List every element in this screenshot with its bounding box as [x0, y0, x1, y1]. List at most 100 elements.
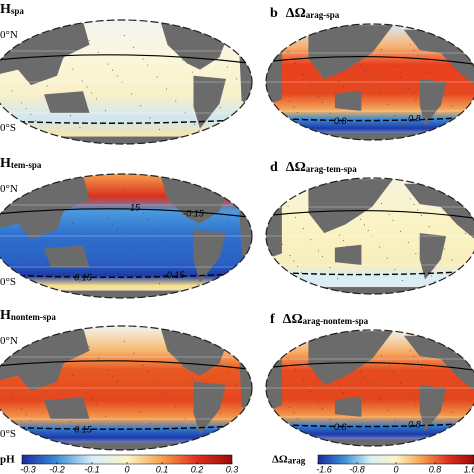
colorbar-tick-label: -0.2 [49, 464, 65, 474]
latitude-label: 0°S [0, 428, 16, 440]
stipple [236, 78, 238, 80]
stipple [112, 69, 114, 71]
stipple [98, 205, 100, 207]
stipple [300, 271, 302, 273]
stipple [88, 193, 90, 195]
stipple [158, 129, 160, 131]
stipple [463, 122, 465, 124]
land [193, 381, 226, 435]
map-panel [0, 174, 252, 298]
stipple [329, 113, 331, 115]
stipple [379, 246, 381, 248]
stipple [30, 268, 32, 270]
antarctica [0, 290, 252, 298]
contour-label: 0.15 [74, 273, 93, 283]
stipple [394, 114, 396, 116]
stipple [321, 407, 323, 409]
stipple [279, 40, 281, 42]
stipple [281, 395, 283, 397]
stipple [451, 105, 453, 107]
stipple [226, 220, 228, 222]
stipple [394, 268, 396, 270]
stipple [20, 408, 22, 410]
stipple [363, 70, 365, 72]
stipple [123, 188, 125, 190]
stipple [25, 108, 27, 110]
stipple [434, 126, 436, 128]
subscript: arag [288, 456, 306, 466]
stipple [464, 384, 466, 386]
stipple [229, 119, 231, 121]
contour-line [266, 55, 474, 66]
stipple [339, 80, 341, 82]
stipple [46, 391, 48, 393]
panel-title: f ΔΩarag-nontem-spa [270, 312, 369, 327]
subscript: arag-nontem-spa [303, 316, 369, 326]
stipple [276, 189, 278, 191]
contour-label: 0.8 [408, 419, 421, 429]
label-part: f [270, 312, 275, 327]
land [308, 331, 394, 386]
stipple [233, 125, 235, 127]
stipple [191, 71, 193, 73]
stipple [46, 85, 48, 87]
stipple [295, 216, 297, 218]
stipple [233, 431, 235, 433]
stipple [72, 222, 74, 224]
latitude-label: 0°N [0, 29, 18, 41]
stipple [381, 355, 383, 357]
latitude-label: 0°N [0, 335, 18, 347]
stipple [337, 278, 339, 280]
stipple [297, 418, 299, 420]
stipple [91, 246, 93, 248]
stipple [394, 420, 396, 422]
colorbar-tick-label: -0.1 [84, 464, 100, 474]
stipple [88, 39, 90, 41]
stipple [297, 112, 299, 114]
stipple [329, 419, 331, 421]
stipple [417, 361, 419, 363]
stipple [428, 378, 430, 380]
stipple [105, 110, 107, 112]
stipple [342, 240, 344, 242]
stipple [392, 371, 394, 373]
stipple [25, 262, 27, 264]
stipple [400, 382, 402, 384]
map-outline [0, 19, 253, 145]
stipple [279, 346, 281, 348]
stipple [95, 404, 97, 406]
stipple [133, 352, 135, 354]
antarctica [266, 133, 474, 140]
stipple [229, 273, 231, 275]
stipple [133, 200, 135, 202]
stipple [302, 74, 304, 76]
stipple [293, 106, 295, 108]
panel-title: Hnontem-spa [0, 308, 56, 323]
stipple [415, 405, 417, 407]
stipple [434, 280, 436, 282]
land [266, 353, 282, 412]
stipple [70, 269, 72, 271]
stipple [444, 248, 446, 250]
land [266, 47, 282, 106]
land [193, 229, 226, 283]
stipple [428, 72, 430, 74]
stipple [34, 120, 36, 122]
stipple [459, 422, 461, 424]
stipple [337, 124, 339, 126]
stipple [140, 105, 142, 107]
stipple [434, 432, 436, 434]
stipple [226, 66, 228, 68]
colorbar-tick-label: -0.8 [349, 464, 365, 474]
stipple [11, 244, 13, 246]
stipple [233, 279, 235, 281]
contour-line [266, 209, 474, 220]
stipple [226, 372, 228, 374]
stipple [182, 365, 184, 367]
stipple [430, 275, 432, 277]
stipple [300, 423, 302, 425]
stipple [116, 229, 118, 231]
stipple [198, 130, 200, 132]
label-part: ΔΩ [286, 6, 306, 21]
stipple [130, 93, 132, 95]
